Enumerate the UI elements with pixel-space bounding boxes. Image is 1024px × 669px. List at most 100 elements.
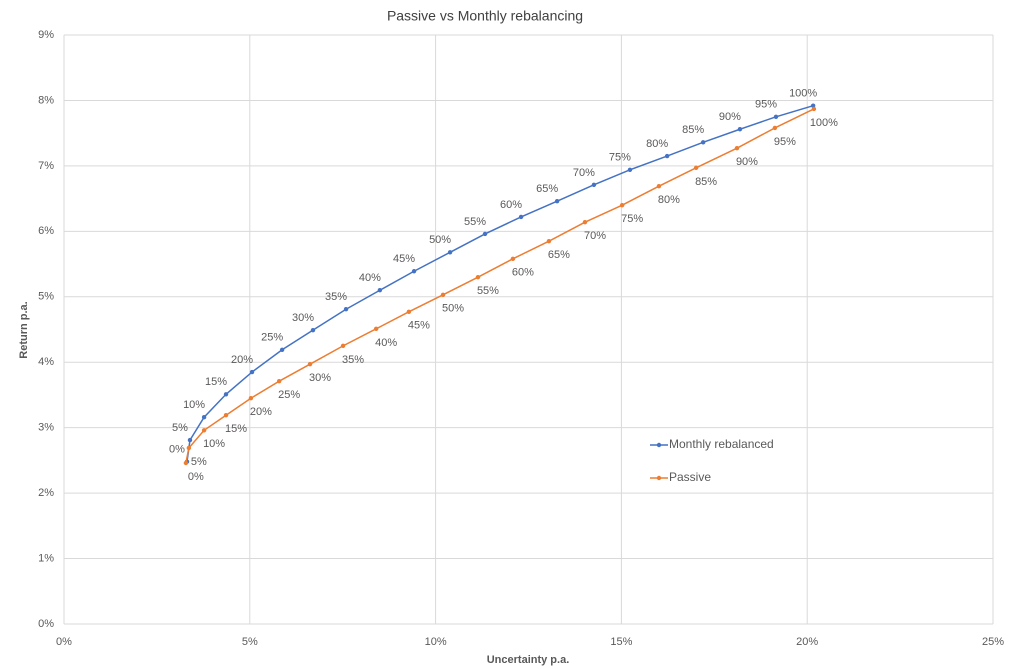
data-label: 35% <box>342 354 364 366</box>
x-tick-label: 15% <box>610 636 632 648</box>
y-tick-label: 8% <box>38 94 54 106</box>
data-label: 70% <box>573 167 595 179</box>
data-label: 60% <box>512 267 534 279</box>
point <box>223 413 229 418</box>
y-tick-label: 2% <box>38 487 54 499</box>
point <box>186 445 192 451</box>
point <box>475 274 481 280</box>
data-label: 35% <box>325 291 347 303</box>
data-label: 20% <box>250 406 272 418</box>
data-label: 25% <box>261 332 283 344</box>
point <box>201 428 207 433</box>
point <box>249 369 255 375</box>
point <box>248 396 254 401</box>
data-label: 55% <box>477 285 499 297</box>
point <box>734 146 740 151</box>
chart-title: Passive vs Monthly rebalancing <box>387 8 583 24</box>
legend-marker <box>656 442 662 448</box>
data-label: 15% <box>205 376 227 388</box>
x-tick-label: 20% <box>796 636 818 648</box>
data-label: 10% <box>203 438 225 450</box>
point <box>700 140 706 145</box>
point <box>340 343 346 349</box>
point <box>343 307 349 312</box>
data-label: 45% <box>408 320 430 332</box>
data-label: 75% <box>621 213 643 225</box>
series-line <box>185 108 815 464</box>
point <box>811 106 817 112</box>
y-tick-label: 6% <box>38 225 54 237</box>
data-label: 20% <box>231 354 253 366</box>
data-label: 30% <box>292 312 314 324</box>
point <box>440 292 446 298</box>
point <box>619 202 625 208</box>
point <box>737 127 743 132</box>
point <box>591 182 597 188</box>
data-label: 50% <box>442 303 464 315</box>
point <box>307 361 313 367</box>
data-label: 75% <box>609 152 631 164</box>
point <box>546 238 552 244</box>
point <box>554 199 560 204</box>
data-label: 80% <box>658 194 680 206</box>
series-line <box>186 104 814 462</box>
point <box>377 288 383 293</box>
data-label: 5% <box>172 422 188 434</box>
x-tick-label: 25% <box>982 636 1004 648</box>
legend-marker <box>656 475 662 481</box>
y-tick-label: 3% <box>38 422 54 434</box>
data-label: 100% <box>810 117 838 129</box>
legend-label: Passive <box>669 470 711 484</box>
data-label: 60% <box>500 199 522 211</box>
data-label: 65% <box>548 249 570 261</box>
data-label: 70% <box>584 230 606 242</box>
point <box>276 379 282 384</box>
data-label: 85% <box>695 176 717 188</box>
point <box>582 219 588 225</box>
data-label: 40% <box>359 272 381 284</box>
legend-item: Monthly rebalanced <box>650 437 774 451</box>
point <box>411 269 417 274</box>
data-label: 30% <box>309 372 331 384</box>
point <box>810 103 816 108</box>
y-tick-label: 5% <box>38 291 54 303</box>
point <box>201 414 207 420</box>
data-label: 90% <box>736 156 758 168</box>
data-label: 95% <box>774 136 796 148</box>
point <box>310 327 316 333</box>
point <box>772 125 778 131</box>
y-tick-label: 7% <box>38 160 54 172</box>
point <box>693 165 699 171</box>
point <box>279 347 285 352</box>
data-label: 0% <box>169 444 185 456</box>
data-label: 10% <box>183 399 205 411</box>
y-tick-label: 9% <box>38 29 54 41</box>
data-label: 55% <box>464 216 486 228</box>
data-label: 50% <box>429 234 451 246</box>
y-tick-label: 0% <box>38 618 54 630</box>
point <box>482 231 488 237</box>
point <box>183 460 189 466</box>
legend-label: Monthly rebalanced <box>669 437 774 451</box>
x-tick-label: 10% <box>425 636 447 648</box>
data-label: 100% <box>789 88 817 100</box>
y-axis-title: Return p.a. <box>18 301 30 358</box>
data-label: 45% <box>393 253 415 265</box>
data-label: 95% <box>755 99 777 111</box>
point <box>656 183 662 189</box>
x-tick-label: 5% <box>242 636 258 648</box>
data-label: 40% <box>375 337 397 349</box>
data-label: 25% <box>278 389 300 401</box>
point <box>406 309 412 315</box>
point <box>187 437 193 443</box>
point <box>627 167 633 173</box>
point <box>510 256 516 262</box>
x-axis-title: Uncertainty p.a. <box>487 654 570 666</box>
point <box>373 326 379 332</box>
data-label: 5% <box>191 456 207 468</box>
point <box>223 392 229 397</box>
point <box>773 114 779 120</box>
data-label: 15% <box>225 423 247 435</box>
y-tick-label: 4% <box>38 356 54 368</box>
